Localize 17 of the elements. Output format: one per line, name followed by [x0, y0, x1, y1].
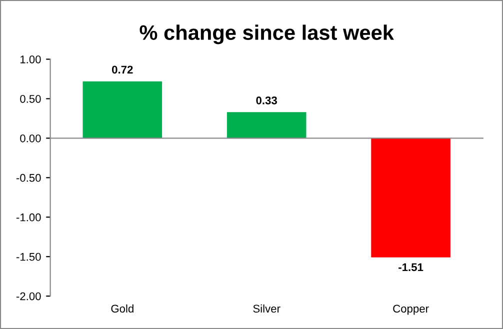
x-tick-label: Silver	[253, 304, 280, 313]
data-label: -1.51	[398, 263, 424, 272]
bar	[226, 112, 306, 138]
data-label: 0.72	[112, 66, 133, 74]
y-tick-label: -1.50	[16, 252, 41, 261]
y-tick-label: 1.00	[20, 55, 41, 64]
y-tick-label: 0.50	[20, 94, 41, 103]
x-tick-label: Copper	[393, 304, 429, 315]
y-tick-label: -0.50	[16, 174, 41, 182]
bar	[82, 81, 162, 138]
x-tick-label: Gold	[111, 304, 134, 313]
data-label: 0.33	[256, 96, 277, 104]
y-tick-label: -1.00	[16, 213, 41, 222]
bar	[371, 138, 450, 258]
y-tick-label: -2.00	[16, 292, 41, 300]
chart-title: % change since last week	[140, 24, 394, 44]
y-tick-label: 0.00	[20, 134, 41, 142]
